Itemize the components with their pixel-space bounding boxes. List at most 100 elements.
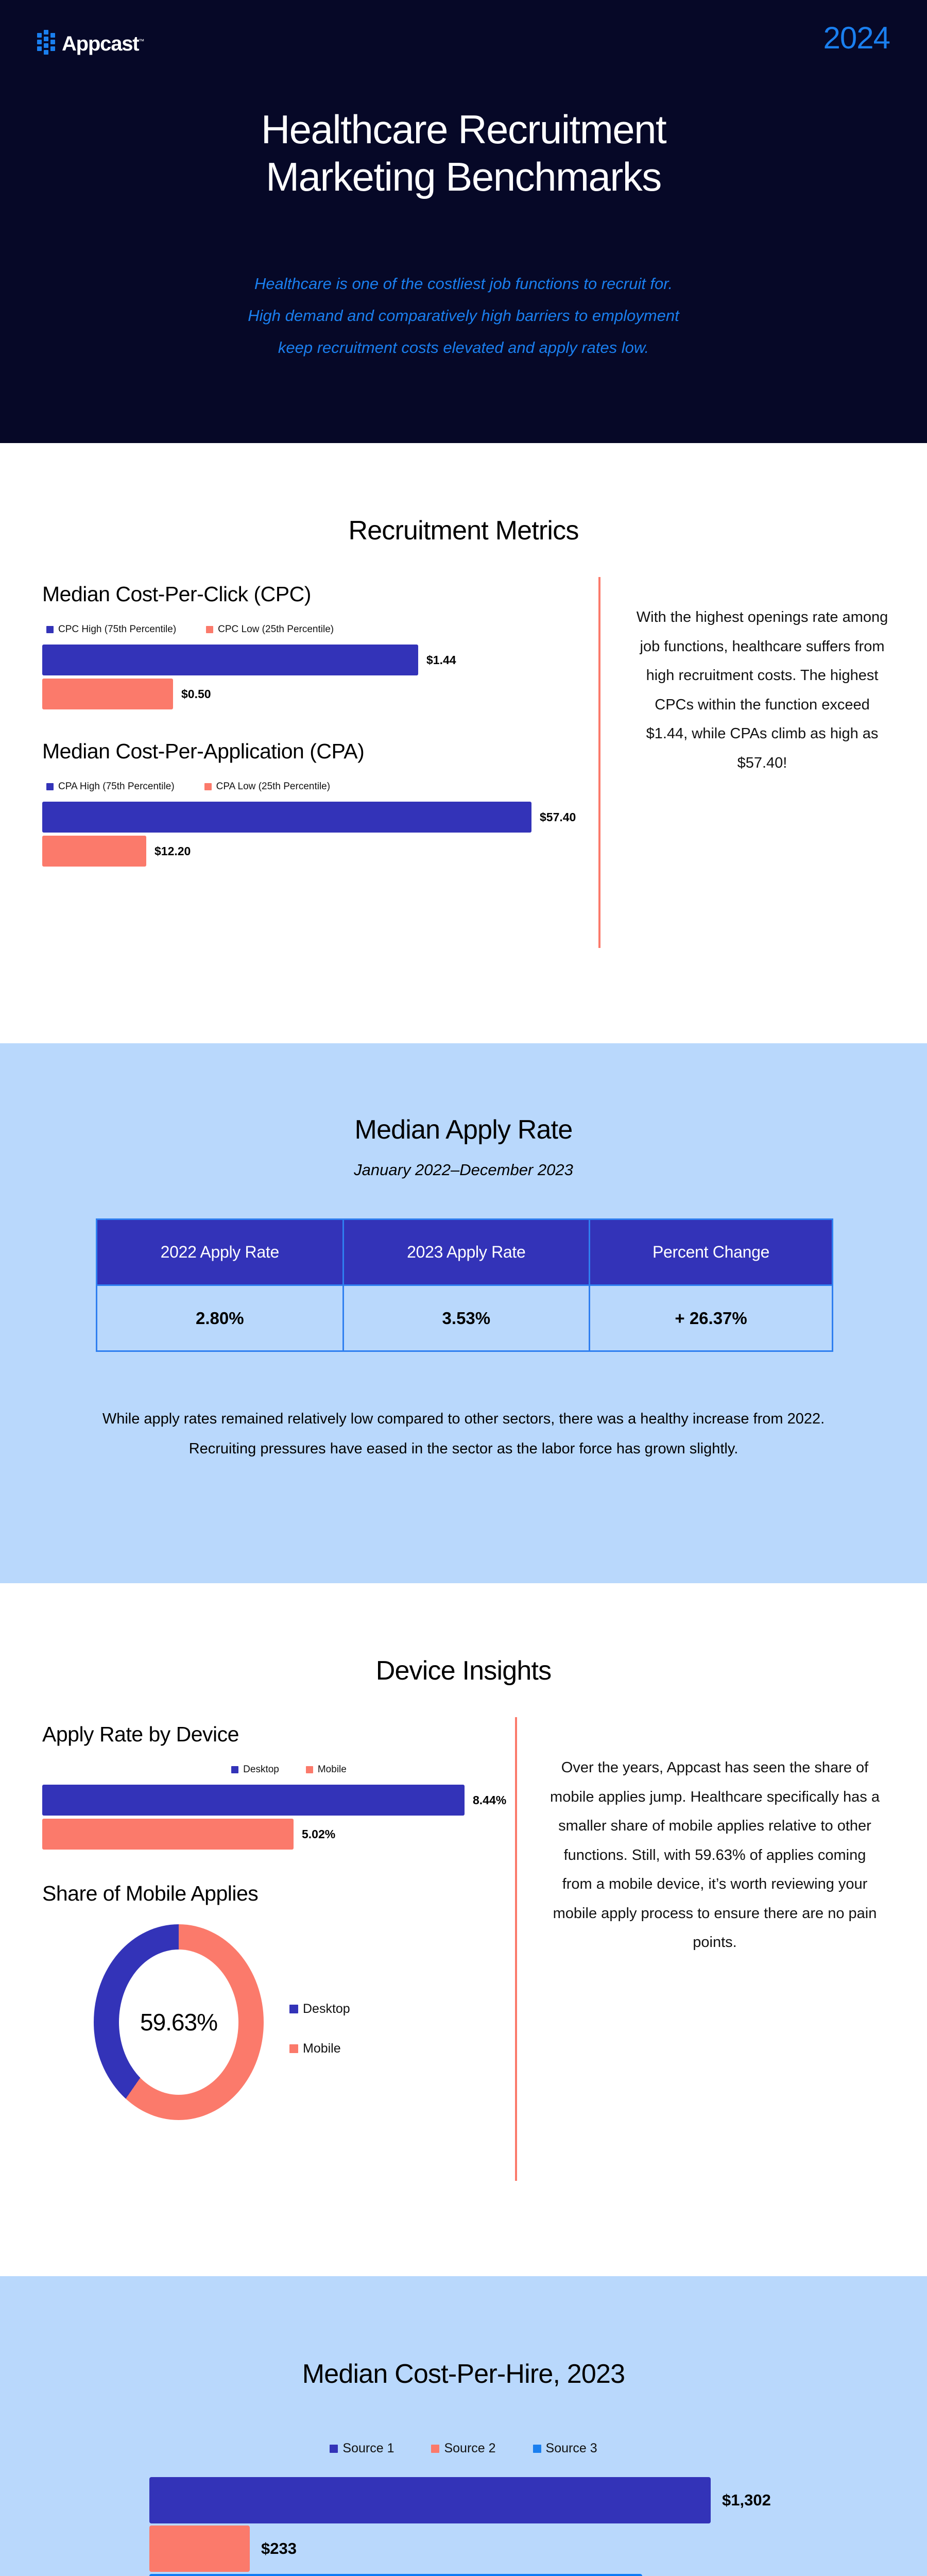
- legend-swatch-icon: [289, 2044, 298, 2053]
- vertical-divider: [598, 577, 600, 948]
- bar-row: $0.50: [42, 679, 593, 709]
- page-title: Healthcare Recruitment Marketing Benchma…: [0, 106, 927, 200]
- legend-label: CPC Low (25th Percentile): [218, 624, 334, 635]
- recruitment-charts: Median Cost-Per-Click (CPC) CPC High (75…: [42, 582, 593, 871]
- legend-label: Source 1: [342, 2441, 394, 2455]
- cpa-chart-title: Median Cost-Per-Application (CPA): [42, 739, 365, 763]
- brand-wordmark: Appcast™: [62, 33, 144, 54]
- bar-mobile: [42, 1819, 294, 1850]
- table-row: 2.80% 3.53% + 26.37%: [96, 1284, 833, 1352]
- apply-rate-table: 2022 Apply Rate 2023 Apply Rate Percent …: [96, 1218, 833, 1352]
- legend-label: CPA High (75th Percentile): [58, 781, 175, 792]
- appcast-logo-icon: [37, 30, 56, 58]
- hero-subtitle-line-1: Healthcare is one of the costliest job f…: [254, 275, 673, 293]
- bar-value-label: $1.44: [426, 653, 456, 667]
- apply-rate-subtitle: January 2022–December 2023: [354, 1161, 573, 1179]
- cpc-legend: CPC High (75th Percentile) CPC Low (25th…: [42, 624, 593, 635]
- legend-swatch-icon: [46, 626, 54, 633]
- cost-per-hire-bars: $1,302 $233 $1,143: [149, 2477, 819, 2576]
- apply-rate-by-device-legend: Desktop Mobile: [42, 1764, 531, 1775]
- legend-label: CPA Low (25th Percentile): [216, 781, 331, 792]
- legend-label: Source 2: [444, 2441, 496, 2455]
- bar-row: $1,143: [149, 2574, 819, 2576]
- bar-value-label: 5.02%: [302, 1827, 336, 1841]
- legend-label: Desktop: [243, 1764, 279, 1775]
- table-header-row: 2022 Apply Rate 2023 Apply Rate Percent …: [96, 1218, 833, 1286]
- bar-value-label: 8.44%: [473, 1793, 507, 1807]
- vertical-divider: [515, 1717, 517, 2181]
- year-badge: 2024: [823, 21, 890, 55]
- legend-swatch-icon: [46, 783, 54, 790]
- legend-item-desktop: Desktop: [231, 1764, 279, 1775]
- page-title-line-1: Healthcare Recruitment: [261, 107, 667, 152]
- section-heading-apply-rate: Median Apply Rate: [354, 1115, 573, 1145]
- recruitment-metrics-note: With the highest openings rate among job…: [636, 609, 888, 771]
- cpc-bars: $1.44 $0.50: [42, 645, 593, 709]
- legend-item-mobile: Mobile: [289, 2041, 350, 2056]
- share-of-mobile-applies-title: Share of Mobile Applies: [42, 1882, 259, 1905]
- legend-swatch-icon: [206, 626, 214, 633]
- bar-value-label: $12.20: [154, 844, 191, 858]
- bar-cpc-low: [42, 679, 173, 709]
- bar-row: $1,302: [149, 2477, 819, 2523]
- brand-name: Appcast: [62, 32, 140, 55]
- bar-source-3: [149, 2574, 642, 2576]
- legend-item-cpa-low: CPA Low (25th Percentile): [204, 781, 330, 792]
- bar-cpc-high: [42, 645, 418, 675]
- legend-swatch-icon: [305, 1766, 313, 1773]
- bar-value-label: $57.40: [540, 810, 576, 824]
- apply-rate-note: While apply rates remained relatively lo…: [102, 1411, 825, 1457]
- bar-cpa-high: [42, 802, 531, 833]
- cpa-legend: CPA High (75th Percentile) CPA Low (25th…: [42, 781, 593, 792]
- legend-label: Desktop: [303, 2002, 350, 2016]
- apply-rate-section: Median Apply Rate January 2022–December …: [0, 1043, 927, 1583]
- legend-item-cpc-high: CPC High (75th Percentile): [46, 624, 176, 635]
- cpa-bars: $57.40 $12.20: [42, 802, 593, 867]
- bar-row: 8.44%: [42, 1785, 531, 1816]
- device-insights-section: Device Insights Apply Rate by Device Des…: [0, 1583, 927, 2276]
- hero-subtitle-line-3: keep recruitment costs elevated and appl…: [278, 338, 649, 357]
- donut-legend: Desktop Mobile: [289, 2002, 350, 2081]
- bar-row: 5.02%: [42, 1819, 531, 1850]
- section-heading-device-insights: Device Insights: [375, 1656, 552, 1686]
- trademark-symbol: ™: [139, 38, 144, 45]
- device-charts: Apply Rate by Device Desktop Mobile 8.44…: [42, 1722, 531, 2145]
- legend-label: Source 3: [545, 2441, 597, 2455]
- column-header-percent-change: Percent Change: [589, 1218, 833, 1286]
- section-heading-recruitment-metrics: Recruitment Metrics: [348, 516, 579, 546]
- legend-swatch-icon: [289, 2005, 298, 2013]
- apply-rate-by-device-bars: 8.44% 5.02%: [42, 1785, 531, 1850]
- device-insights-note: Over the years, Appcast has seen the sha…: [550, 1759, 880, 1951]
- recruitment-metrics-section: Recruitment Metrics Median Cost-Per-Clic…: [0, 443, 927, 1043]
- donut-ring: 59.63%: [94, 1924, 264, 2120]
- legend-swatch-icon: [431, 2444, 440, 2453]
- bar-value-label: $0.50: [181, 687, 211, 701]
- cpa-chart: Median Cost-Per-Application (CPA) CPA Hi…: [42, 739, 593, 867]
- cell-2023-apply-rate: 3.53%: [342, 1284, 591, 1352]
- legend-item-source-3: Source 3: [533, 2441, 597, 2456]
- donut-center-value: 59.63%: [140, 2009, 218, 2036]
- section-heading-cost-per-hire: Median Cost-Per-Hire, 2023: [302, 2359, 625, 2389]
- bar-row: $12.20: [42, 836, 593, 867]
- donut-chart: 59.63% Desktop Mobile: [42, 1924, 506, 2141]
- page-title-line-2: Marketing Benchmarks: [266, 154, 662, 200]
- legend-label: CPC High (75th Percentile): [58, 624, 177, 635]
- cpc-chart-title: Median Cost-Per-Click (CPC): [42, 582, 311, 606]
- legend-item-mobile: Mobile: [305, 1764, 347, 1775]
- cost-per-hire-section: Median Cost-Per-Hire, 2023 Source 1 Sour…: [0, 2276, 927, 2576]
- legend-item-cpc-low: CPC Low (25th Percentile): [206, 624, 334, 635]
- legend-item-desktop: Desktop: [289, 2002, 350, 2016]
- bar-value-label: $233: [261, 2539, 297, 2557]
- hero-subtitle-line-2: High demand and comparatively high barri…: [248, 307, 679, 325]
- apply-rate-by-device-chart: Apply Rate by Device Desktop Mobile 8.44…: [42, 1722, 531, 1850]
- bar-desktop: [42, 1785, 465, 1816]
- hero-section: Appcast™ 2024 Healthcare Recruitment Mar…: [0, 0, 927, 443]
- legend-label: Mobile: [317, 1764, 347, 1775]
- bar-cpa-low: [42, 836, 146, 867]
- cell-percent-change: + 26.37%: [589, 1284, 833, 1352]
- bar-row: $1.44: [42, 645, 593, 675]
- recruitment-metrics-body: Median Cost-Per-Click (CPC) CPC High (75…: [0, 577, 927, 994]
- legend-item-source-1: Source 1: [330, 2441, 394, 2456]
- bar-row: $57.40: [42, 802, 593, 833]
- legend-item-source-2: Source 2: [431, 2441, 496, 2456]
